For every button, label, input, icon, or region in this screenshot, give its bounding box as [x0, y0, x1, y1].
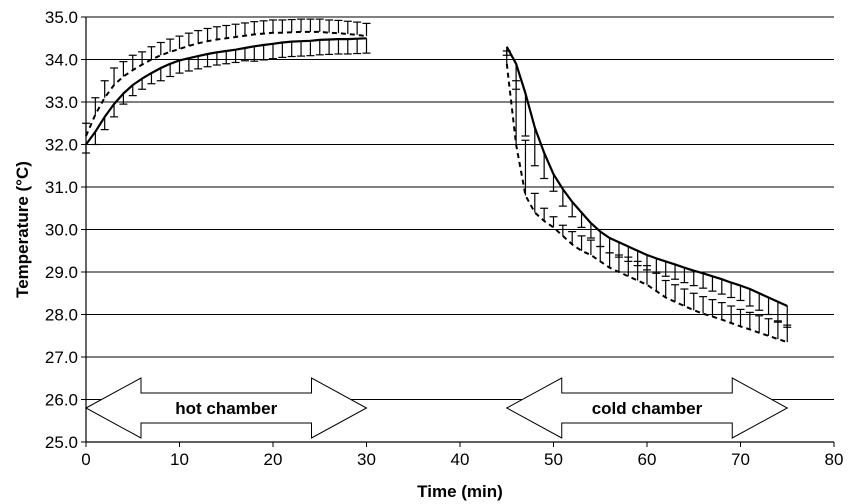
series-group: [82, 18, 792, 344]
solid-series: [82, 37, 792, 328]
x-tick-label: 20: [264, 450, 283, 469]
double-arrow-shape: [505, 377, 789, 439]
axes: [81, 16, 835, 447]
y-tick-label: 25.0: [45, 433, 78, 452]
chamber-label: cold chamber: [592, 399, 703, 418]
y-tick-label: 28.0: [45, 306, 78, 325]
y-tick-label: 33.0: [45, 93, 78, 112]
dashed-series: [82, 18, 792, 344]
y-tick-label: 29.0: [45, 263, 78, 282]
x-tick-label: 30: [357, 450, 376, 469]
x-tick-label: 0: [81, 450, 90, 469]
x-tick-label: 40: [451, 450, 470, 469]
y-axis-title: Temperature (°C): [13, 161, 32, 298]
x-tick-label: 10: [170, 450, 189, 469]
y-tick-label: 27.0: [45, 348, 78, 367]
chamber-label: hot chamber: [175, 399, 277, 418]
grid-lines: [86, 16, 834, 400]
dashed-series-line: [505, 63, 788, 344]
x-tick-label: 80: [825, 450, 844, 469]
tick-labels: 25.0 26.0 27.0 28.0 29.0 30.0 31.0 32.0 33.0 34.0…: [45, 8, 844, 469]
x-tick-label: 60: [638, 450, 657, 469]
y-tick-label: 26.0: [45, 391, 78, 410]
y-tick-label: 35.0: [45, 8, 78, 27]
x-tick-label: 70: [731, 450, 750, 469]
y-tick-label: 34.0: [45, 51, 78, 70]
chamber-annotations: hot chamber cold chamber: [84, 377, 789, 439]
double-arrow-shape: [84, 377, 368, 439]
y-tick-label: 32.0: [45, 136, 78, 155]
y-tick-label: 30.0: [45, 221, 78, 240]
dashed-series-line: [85, 30, 367, 137]
x-axis-title: Time (min): [417, 482, 503, 501]
x-tick-label: 50: [544, 450, 563, 469]
y-tick-label: 31.0: [45, 178, 78, 197]
